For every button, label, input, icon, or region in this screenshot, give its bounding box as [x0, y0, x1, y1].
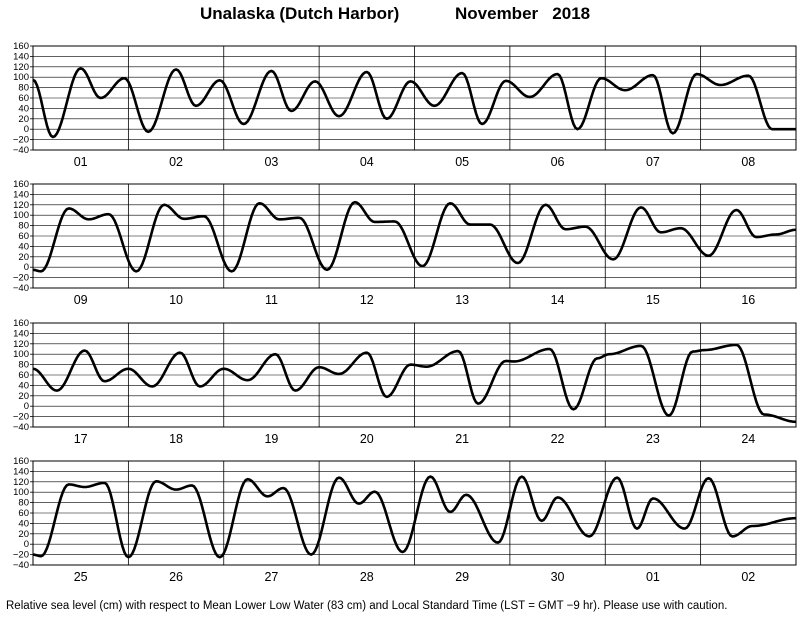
chart-title-location: Unalaska (Dutch Harbor): [200, 4, 400, 23]
y-tick-label: 160: [13, 179, 29, 190]
day-label: 08: [741, 155, 755, 169]
day-label: 27: [264, 570, 278, 584]
day-label: 26: [169, 570, 183, 584]
day-label: 13: [455, 293, 469, 307]
y-tick-label: 80: [18, 83, 29, 94]
day-label: 10: [169, 293, 183, 307]
y-tick-label: 0: [24, 539, 29, 550]
day-label: 14: [551, 293, 565, 307]
day-label: 22: [551, 432, 565, 446]
day-label: 18: [169, 432, 183, 446]
y-tick-label: 100: [13, 72, 29, 83]
y-tick-label: 40: [18, 103, 29, 114]
y-tick-label: 120: [13, 62, 29, 73]
y-tick-label: 120: [13, 339, 29, 350]
y-tick-label: −40: [13, 145, 29, 156]
y-tick-label: −20: [13, 550, 29, 561]
tide-series-line: [32, 200, 797, 273]
y-tick-label: 140: [13, 51, 29, 62]
y-tick-label: 140: [13, 328, 29, 339]
chart-title-month: November 2018: [455, 4, 591, 23]
y-tick-label: −20: [13, 135, 29, 146]
y-tick-label: 40: [18, 380, 29, 391]
day-label: 07: [646, 155, 660, 169]
y-tick-label: 100: [13, 210, 29, 221]
day-label: 23: [646, 432, 660, 446]
day-label: 30: [551, 570, 565, 584]
footer-note: Relative sea level (cm) with respect to …: [6, 600, 728, 612]
y-tick-label: 60: [18, 370, 29, 381]
panel-frame: [32, 183, 797, 289]
y-tick-label: 40: [18, 518, 29, 529]
y-tick-label: 60: [18, 93, 29, 104]
day-label: 12: [360, 293, 374, 307]
day-label: 09: [74, 293, 88, 307]
day-label: 01: [74, 155, 88, 169]
y-tick-label: 20: [18, 529, 29, 540]
y-tick-label: 60: [18, 508, 29, 519]
y-tick-label: −40: [13, 283, 29, 294]
day-label: 04: [360, 155, 374, 169]
y-tick-label: 60: [18, 231, 29, 242]
tide-series-line: [32, 67, 796, 139]
y-tick-label: 100: [13, 487, 29, 498]
y-tick-label: 0: [24, 124, 29, 135]
day-label: 20: [360, 432, 374, 446]
y-tick-label: 120: [13, 200, 29, 211]
day-label: 29: [455, 570, 469, 584]
y-tick-label: 20: [18, 391, 29, 402]
day-label: 02: [741, 570, 755, 584]
day-label: 21: [455, 432, 469, 446]
day-label: 28: [360, 570, 374, 584]
y-tick-label: 120: [13, 477, 29, 488]
y-tick-label: −40: [13, 560, 29, 571]
day-label: 16: [741, 293, 755, 307]
y-tick-label: 160: [13, 41, 29, 52]
y-tick-label: −20: [13, 273, 29, 284]
y-tick-label: 140: [13, 189, 29, 200]
y-tick-label: 140: [13, 466, 29, 477]
y-tick-label: 160: [13, 456, 29, 467]
y-tick-label: −40: [13, 422, 29, 433]
day-label: 03: [264, 155, 278, 169]
tide-series-line: [32, 475, 797, 559]
day-label: 15: [646, 293, 660, 307]
day-label: 19: [264, 432, 278, 446]
tide-series-line: [32, 343, 797, 424]
day-label: 02: [169, 155, 183, 169]
y-tick-label: 80: [18, 360, 29, 371]
day-label: 06: [551, 155, 565, 169]
day-label: 17: [74, 432, 88, 446]
y-tick-label: 0: [24, 262, 29, 273]
day-label: 24: [741, 432, 755, 446]
y-tick-label: −20: [13, 412, 29, 423]
day-label: 01: [646, 570, 660, 584]
y-tick-label: 40: [18, 241, 29, 252]
y-tick-label: 20: [18, 114, 29, 125]
panel-frame: [32, 460, 797, 566]
y-tick-label: 20: [18, 252, 29, 263]
y-tick-label: 100: [13, 349, 29, 360]
panel-frame: [32, 322, 797, 428]
y-tick-label: 0: [24, 401, 29, 412]
day-label: 11: [265, 293, 278, 307]
y-tick-label: 80: [18, 221, 29, 232]
day-label: 05: [455, 155, 469, 169]
y-tick-label: 80: [18, 498, 29, 509]
day-label: 25: [74, 570, 88, 584]
y-tick-label: 160: [13, 318, 29, 329]
panel-frame: [32, 45, 797, 151]
